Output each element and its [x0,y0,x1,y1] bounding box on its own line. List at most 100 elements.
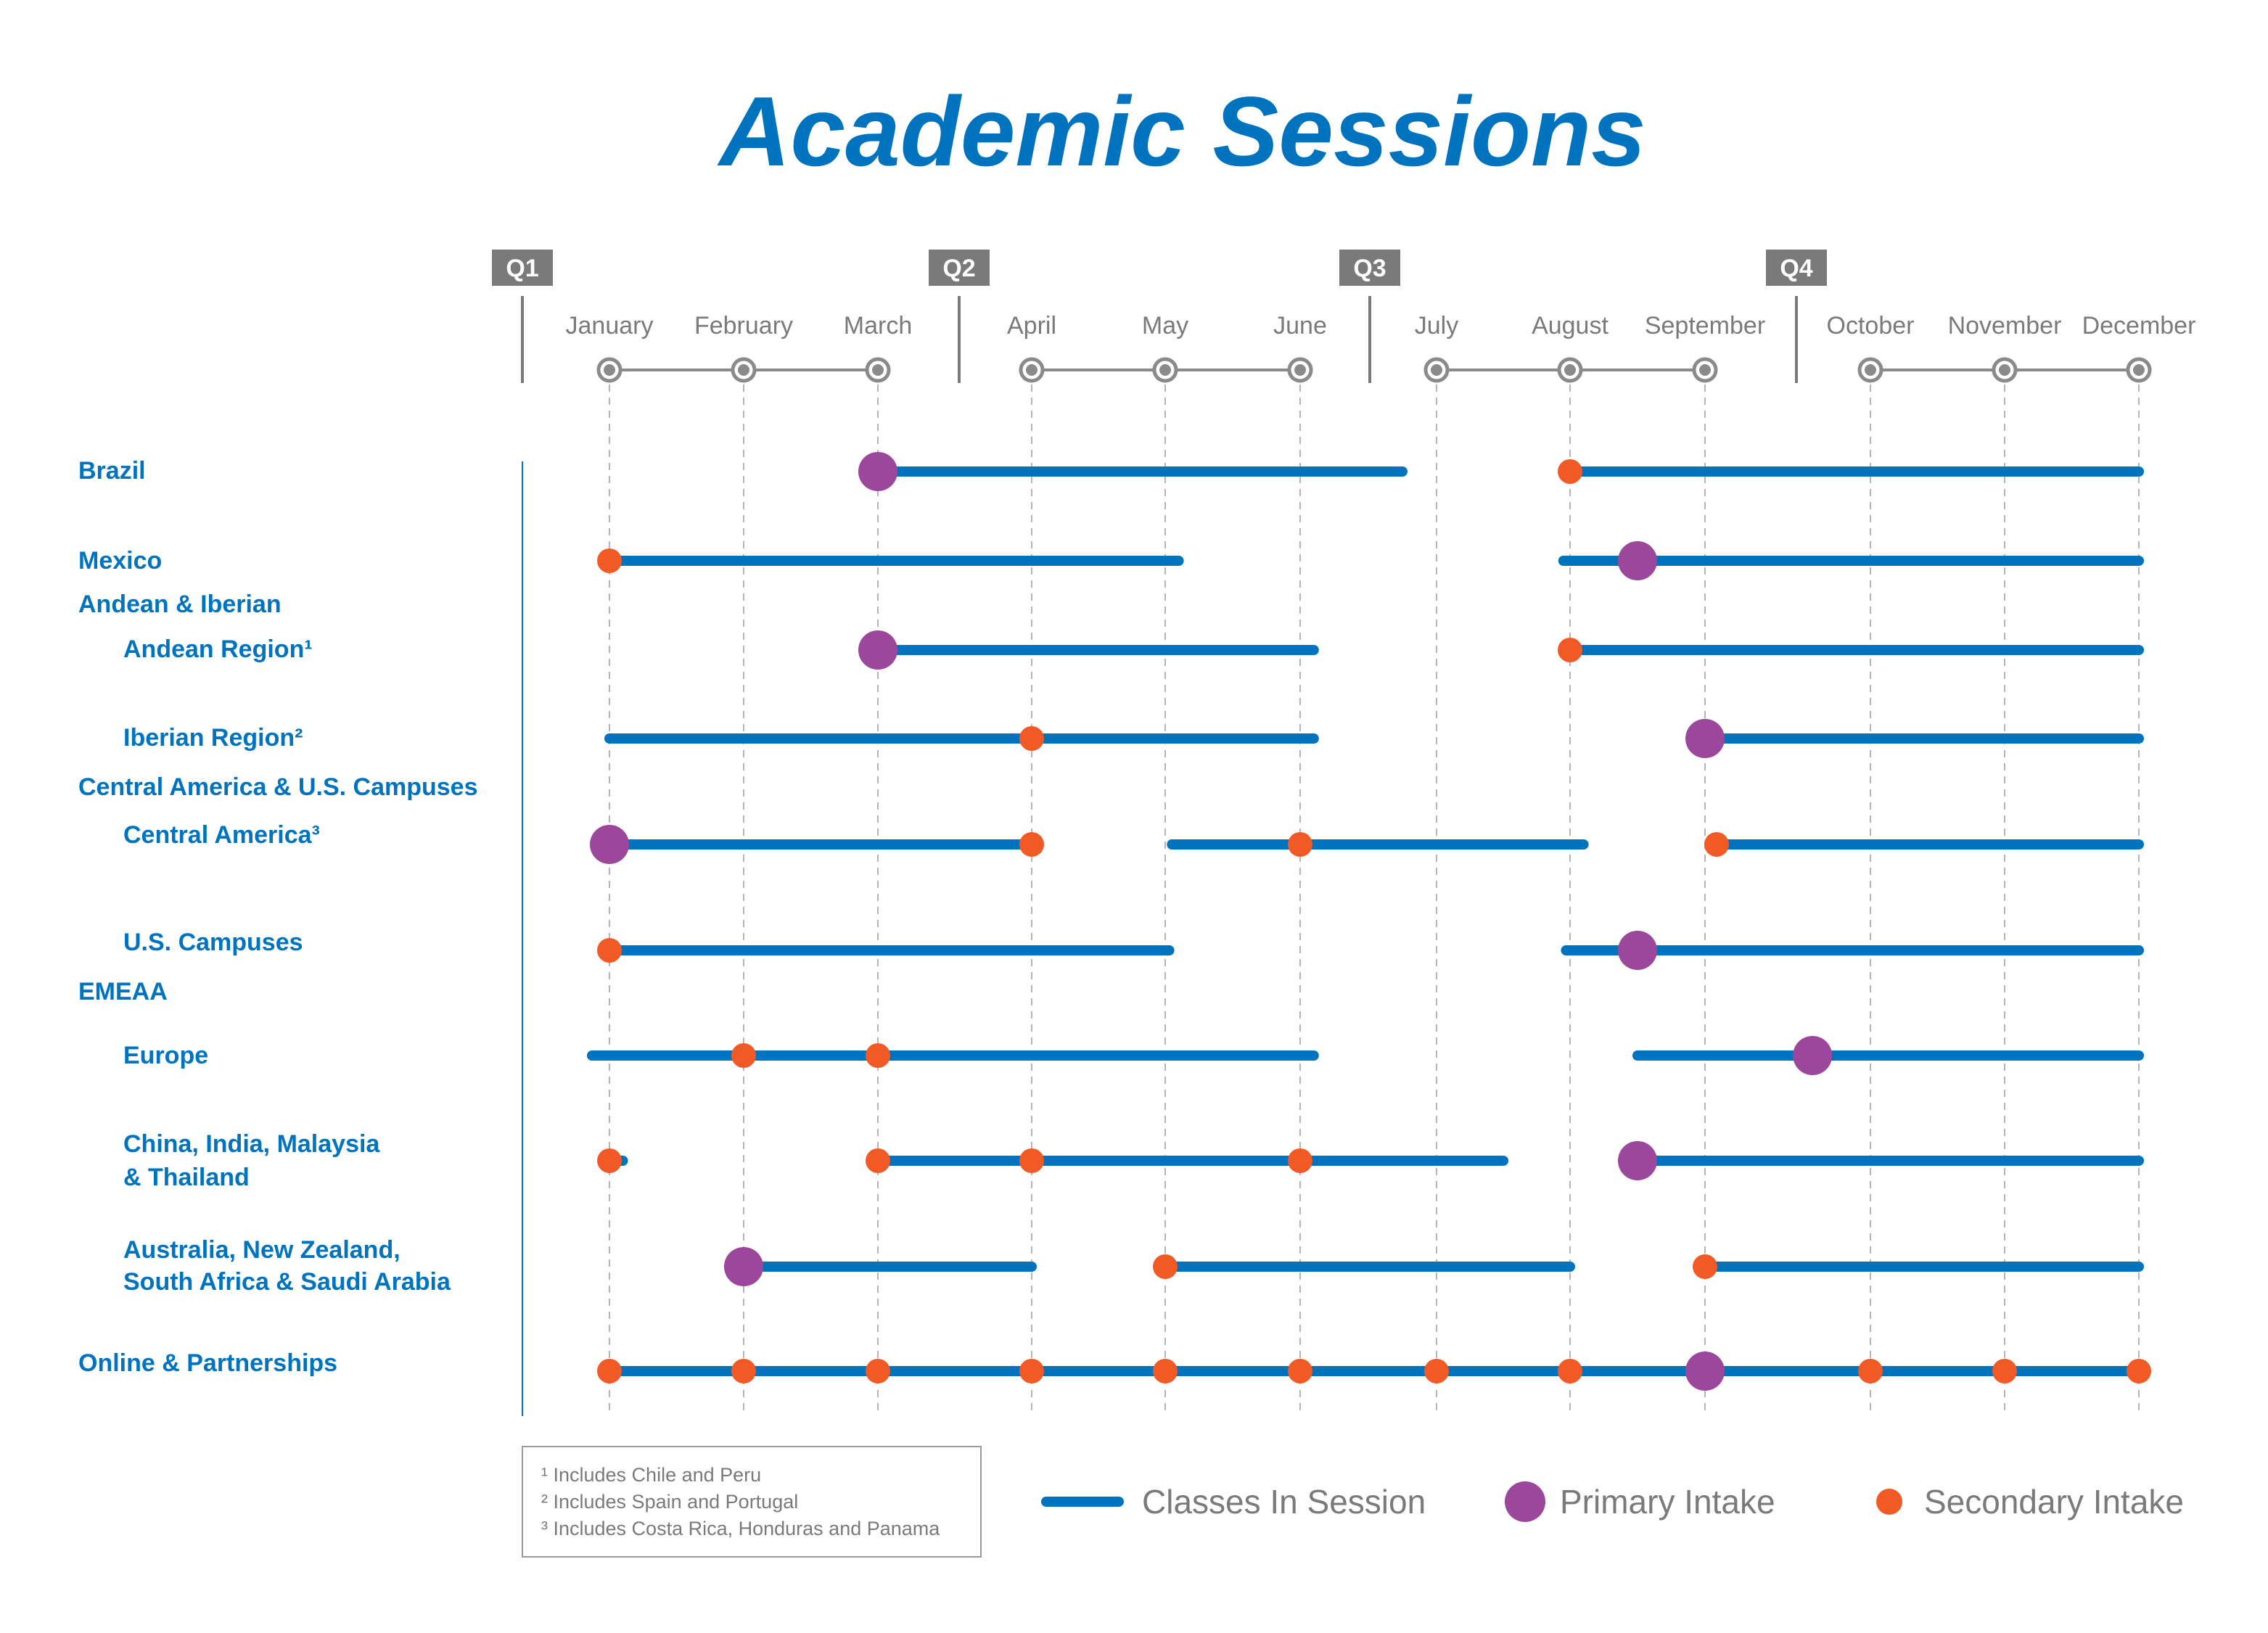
row-label: Mexico [78,547,162,575]
legend-secondary-label: Secondary Intake [1924,1483,2184,1521]
secondary-intake-dot [1019,832,1044,857]
row-label: Australia, New Zealand, [123,1236,400,1264]
primary-intake-dot [1618,931,1657,970]
secondary-intake-dot [1704,832,1729,857]
month-label: May [1142,312,1188,340]
secondary-intake-dot [731,1359,756,1383]
month-label: February [694,312,793,340]
secondary-intake-dot [1288,1148,1312,1173]
row-label: Andean Region¹ [123,635,313,663]
primary-intake-dot [1685,1352,1725,1391]
row-australia-new-zealand-south-africa-saudi-arabia [724,1247,2144,1286]
secondary-intake-dot [731,1043,756,1068]
month-marker-dot [1159,364,1171,376]
row-label: Online & Partnerships [78,1349,337,1377]
secondary-intake-dot [1019,1148,1044,1173]
footnote-2: ² Includes Spain and Portugal [541,1491,798,1513]
month-label: September [1645,312,1765,340]
secondary-intake-dot [866,1148,890,1173]
row-label: Central America & U.S. Campuses [78,773,478,801]
row-label: U.S. Campuses [123,929,303,956]
legend-session-label: Classes In Session [1142,1483,1426,1521]
row-online-partnerships [597,1352,2151,1391]
secondary-intake-dot [1424,1359,1449,1383]
row-label: Central America³ [123,821,320,849]
month-marker-dot [1564,364,1576,376]
row-label: Europe [123,1042,208,1069]
primary-intake-dot [858,630,897,670]
secondary-intake-dot [597,1359,622,1383]
secondary-intake-dot [2127,1359,2151,1383]
row-central-america [590,825,2144,864]
secondary-intake-dot [1558,638,1582,662]
quarter-label: Q4 [1780,255,1812,282]
month-marker-dot [1294,364,1306,376]
month-marker-dot [1999,364,2010,376]
timeline-marks [586,452,2151,1391]
secondary-intake-dot [866,1043,890,1068]
gridlines [609,384,2140,1416]
month-marker-dot [738,364,749,376]
row-label: EMEAA [78,978,168,1005]
month-label: October [1827,312,1915,340]
month-label: November [1948,312,2062,340]
month-marker-dot [604,364,615,376]
primary-intake-dot [1618,541,1657,580]
secondary-intake-dot [1558,1359,1582,1383]
primary-intake-dot [1685,719,1725,758]
month-marker-dot [1865,364,1876,376]
secondary-intake-dot [597,548,622,573]
row-u-s-campuses [597,931,2144,970]
secondary-intake-dot [1992,1359,2017,1383]
quarter-badge-q3 [1339,250,1400,286]
secondary-intake-dot [1153,1359,1178,1383]
month-label: April [1007,312,1056,340]
quarter-badge-q4 [1766,250,1827,286]
row-label: South Africa & Saudi Arabia [123,1268,451,1296]
month-label: August [1532,312,1608,340]
secondary-intake-dot [1019,726,1044,751]
secondary-intake-dot [1288,832,1312,857]
secondary-intake-dot [1288,1359,1312,1383]
row-mexico [597,541,2144,580]
row-label: Brazil [78,457,146,485]
month-marker-dot [1431,364,1442,376]
row-china-india-malaysia-thailand [597,1141,2144,1180]
secondary-intake-dot [597,938,622,963]
primary-intake-dot [724,1247,763,1286]
month-axis: Q1 Q2 Q3 Q4 January February March April May June… [492,250,2195,383]
primary-intake-dot [1618,1141,1657,1180]
quarter-badge-q2 [929,250,990,286]
primary-intake-dot [1793,1036,1833,1075]
month-label: March [844,312,912,340]
secondary-intake-dot [1153,1254,1178,1279]
month-marker-dot [1699,364,1711,376]
footnote-1: ¹ Includes Chile and Peru [541,1464,761,1486]
primary-intake-dot [590,825,629,864]
quarter-label: Q1 [506,255,538,282]
month-label: January [566,312,654,340]
month-label: December [2082,312,2196,340]
legend-secondary-swatch [1876,1489,1902,1515]
row-label: China, India, Malaysia [123,1130,380,1158]
month-marker-dot [2133,364,2145,376]
quarter-badge-q1 [492,250,553,286]
month-label: June [1273,312,1327,340]
secondary-intake-dot [597,1148,622,1173]
secondary-intake-dot [1693,1254,1717,1279]
month-marker-dot [1026,364,1038,376]
primary-intake-dot [858,452,897,491]
legend-primary-label: Primary Intake [1560,1483,1775,1521]
row-europe [586,1036,2144,1075]
legend-primary-swatch [1505,1481,1545,1522]
quarter-label: Q2 [942,255,975,282]
month-label: July [1415,312,1458,340]
legend: Classes In Session Primary Intake Second… [1041,1481,2184,1522]
month-marker-dot [872,364,884,376]
row-label: & Thailand [123,1164,250,1191]
row-brazil [858,452,2144,491]
row-label: Andean & Iberian [78,591,282,618]
secondary-intake-dot [1558,459,1582,484]
footnote-3: ³ Includes Costa Rica, Honduras and Pana… [541,1518,940,1539]
